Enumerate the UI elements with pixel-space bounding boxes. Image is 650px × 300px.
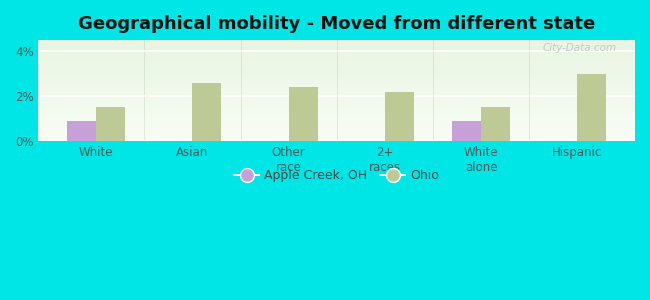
Bar — [192, 83, 221, 141]
Bar — [289, 87, 317, 141]
Bar — [452, 121, 481, 141]
Legend: Apple Creek, OH, Ohio: Apple Creek, OH, Ohio — [229, 164, 444, 188]
Bar — [577, 74, 606, 141]
Title: Geographical mobility - Moved from different state: Geographical mobility - Moved from diffe… — [78, 15, 595, 33]
Bar — [385, 92, 413, 141]
Bar — [68, 121, 96, 141]
Text: City-Data.com: City-Data.com — [543, 43, 617, 53]
Bar — [96, 107, 125, 141]
Bar — [481, 107, 510, 141]
